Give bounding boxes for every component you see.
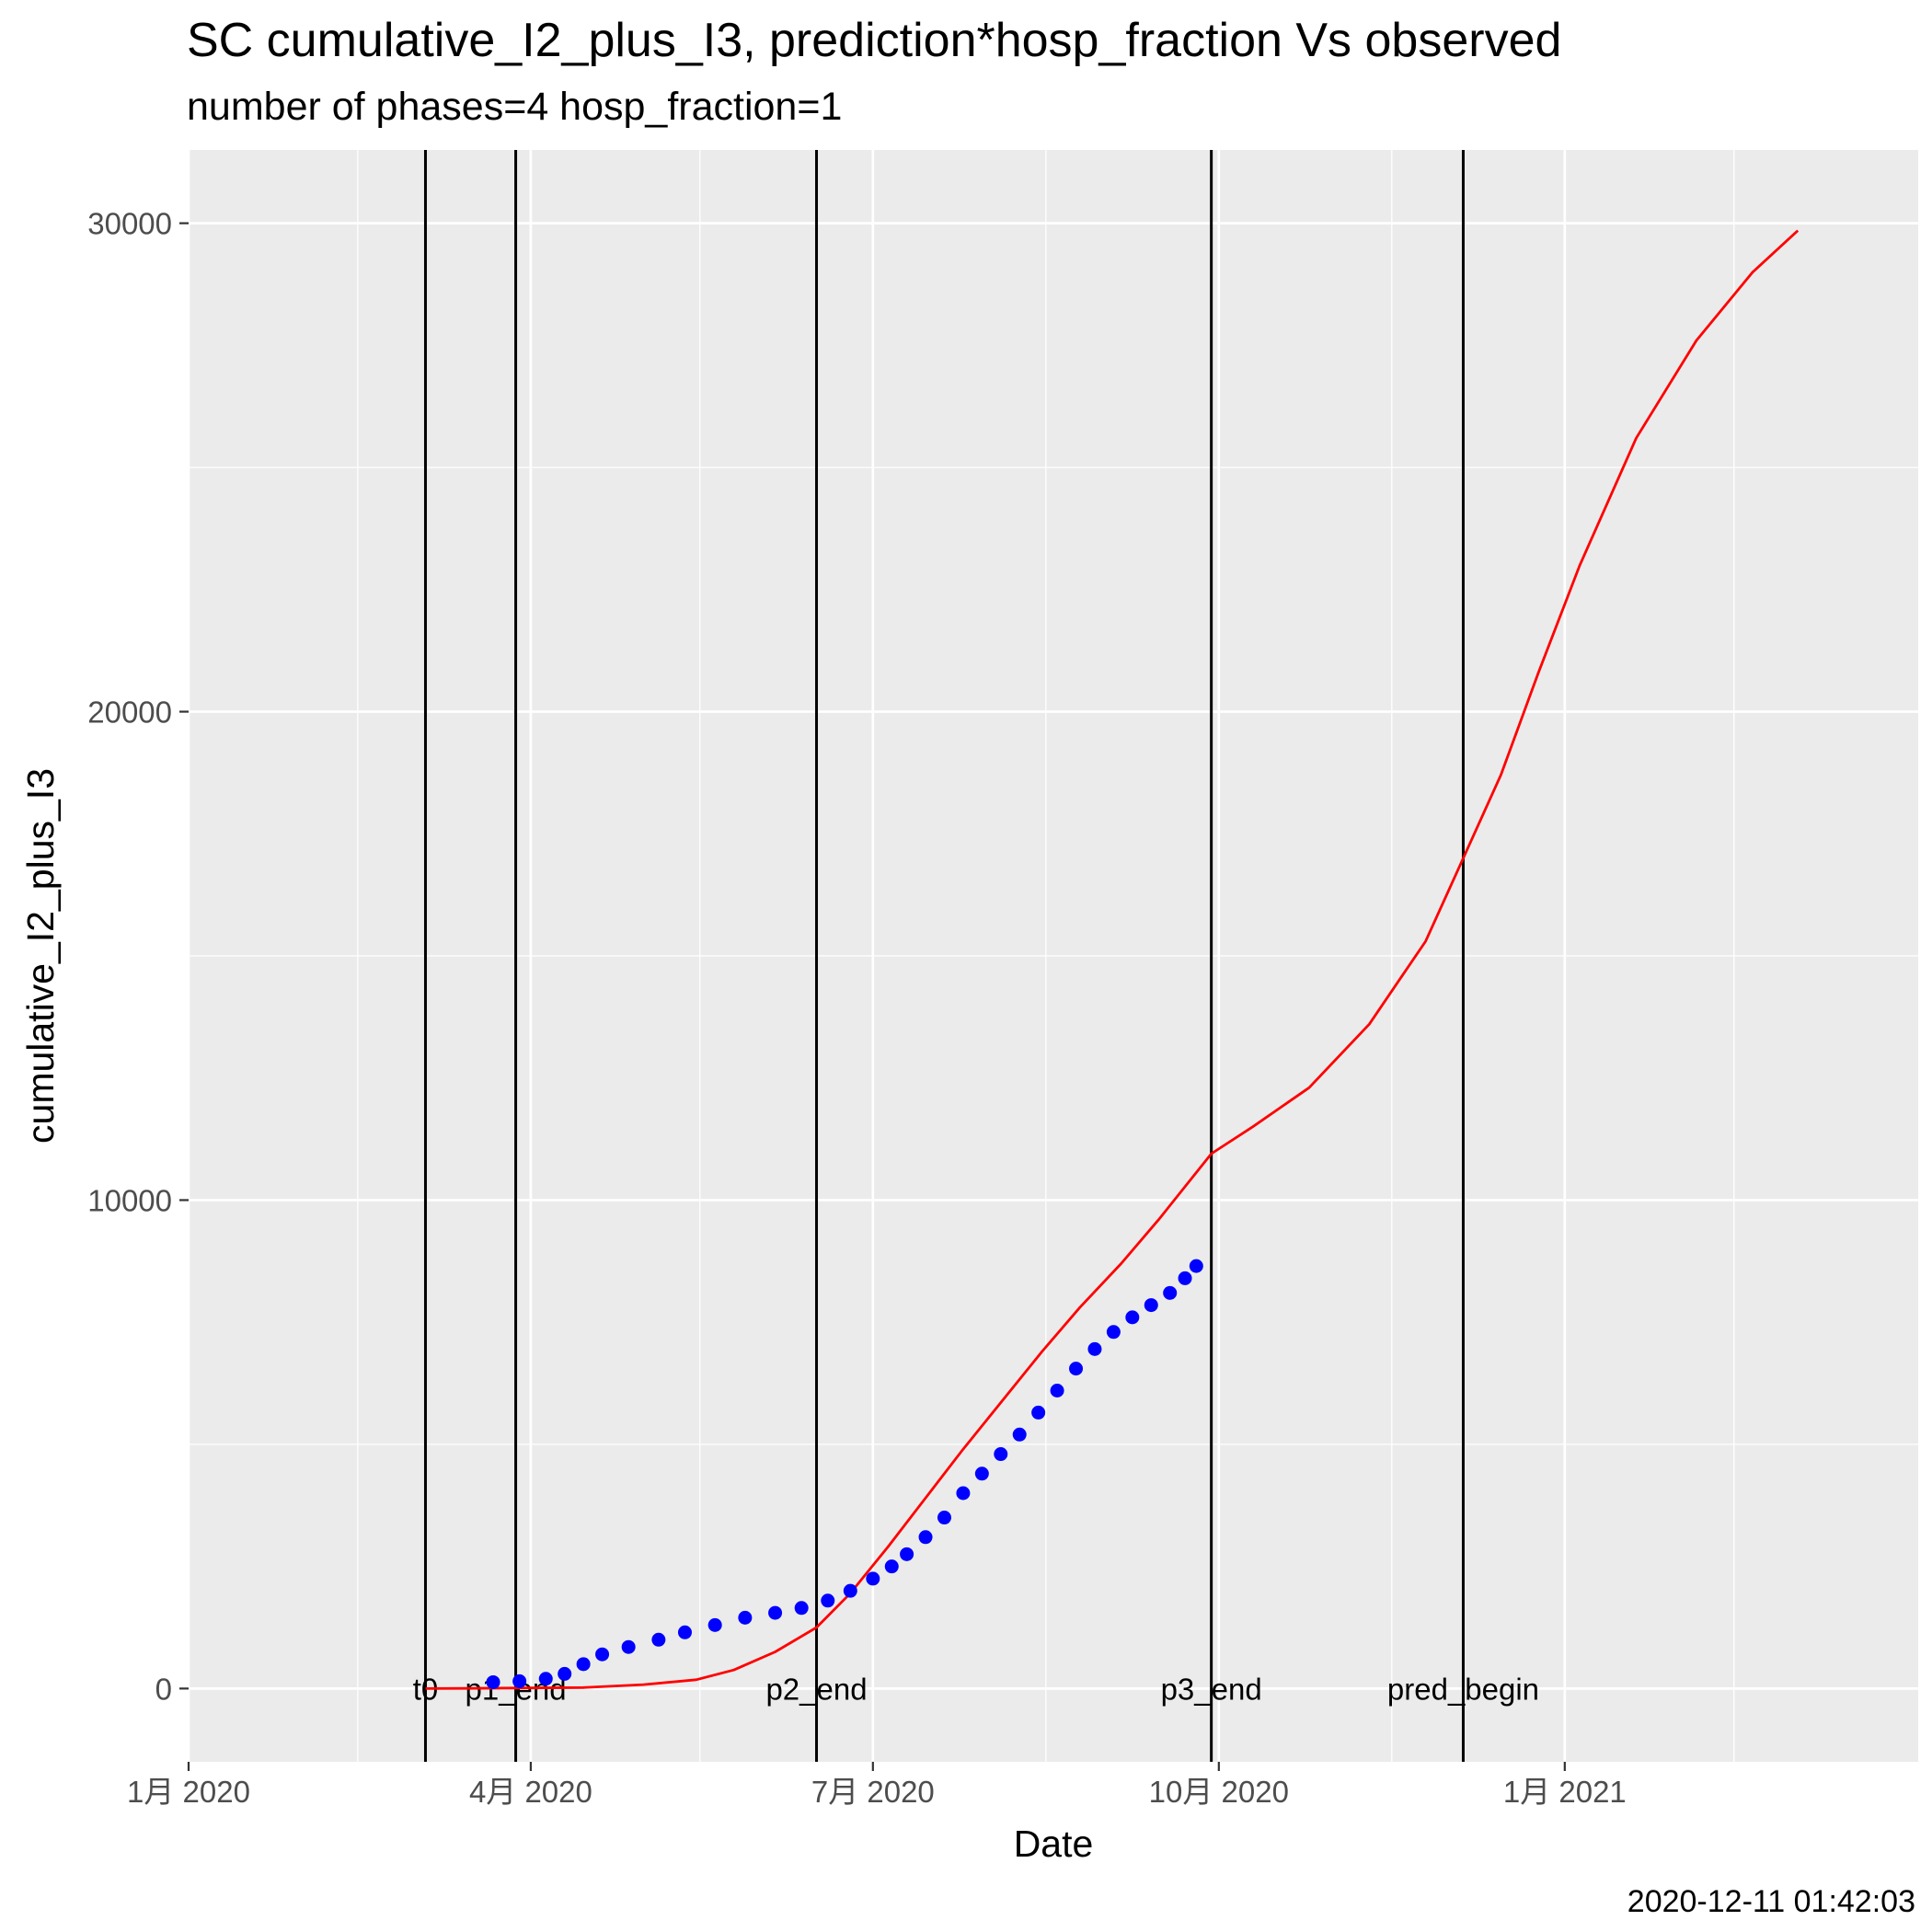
x-tick-label: 1月 2021: [1503, 1775, 1627, 1809]
observed-point: [1050, 1384, 1064, 1398]
observed-point: [621, 1639, 636, 1654]
observed-point: [486, 1674, 500, 1689]
observed-point: [918, 1530, 933, 1545]
observed-point: [707, 1617, 722, 1632]
x-tick-label: 1月 2020: [127, 1775, 250, 1809]
axis-layer: 0 10000 20000 30000 1月 2020 4月 2020 7月 2020 10月…: [87, 207, 1627, 1809]
x-tick-label: 4月 2020: [469, 1775, 592, 1809]
phase-label-pred-begin: pred_begin: [1387, 1672, 1539, 1706]
observed-point: [794, 1601, 809, 1616]
timestamp: 2020-12-11 01:42:03: [1627, 1884, 1915, 1919]
grid-layer: [187, 150, 1918, 1762]
phase-lines-layer: t0 p1_end p2_end p3_end pred_begin: [413, 150, 1539, 1762]
observed-point: [1087, 1341, 1102, 1356]
observed-point: [1106, 1325, 1121, 1340]
y-axis-title: cumulative_I2_plus_I3: [19, 768, 62, 1144]
x-tick-label: 7月 2020: [811, 1775, 935, 1809]
observed-point: [866, 1571, 880, 1586]
observed-point: [738, 1610, 753, 1625]
observed-point: [843, 1583, 857, 1598]
observed-point: [1012, 1427, 1027, 1442]
chart-subtitle: number of phases=4 hosp_fraction=1: [187, 85, 843, 129]
chart-title: SC cumulative_I2_plus_I3, prediction*hos…: [187, 14, 1562, 67]
observed-point: [884, 1559, 899, 1574]
phase-label-p2-end: p2_end: [765, 1672, 867, 1706]
observed-point: [1031, 1405, 1046, 1420]
x-axis-title: Date: [1014, 1823, 1094, 1865]
observed-point: [651, 1632, 666, 1647]
observed-point: [1178, 1271, 1192, 1285]
observed-point: [937, 1511, 951, 1525]
observed-point: [576, 1657, 591, 1672]
observed-point: [1189, 1259, 1203, 1273]
observed-point: [900, 1547, 914, 1561]
observed-point: [1144, 1298, 1158, 1313]
observed-point: [1125, 1310, 1140, 1325]
series-layer: [425, 229, 1800, 1690]
y-tick-label: 10000: [87, 1183, 172, 1217]
y-tick-label: 30000: [87, 207, 172, 241]
observed-point: [558, 1666, 572, 1681]
observed-point: [538, 1672, 553, 1686]
x-tick-label: 10月 2020: [1149, 1775, 1289, 1809]
phase-label-p3-end: p3_end: [1161, 1672, 1262, 1706]
observed-point: [1163, 1285, 1178, 1300]
observed-point: [768, 1605, 783, 1620]
y-tick-label: 20000: [87, 696, 172, 730]
y-tick-label: 0: [155, 1672, 172, 1706]
observed-point: [512, 1673, 527, 1688]
prediction-line: [425, 229, 1800, 1690]
observed-point: [677, 1625, 692, 1639]
observed-point: [1069, 1362, 1084, 1376]
observed-point: [595, 1647, 610, 1662]
observed-point: [974, 1466, 989, 1481]
observed-point: [956, 1486, 971, 1501]
observed-point: [994, 1447, 1008, 1462]
observed-point: [821, 1593, 835, 1608]
